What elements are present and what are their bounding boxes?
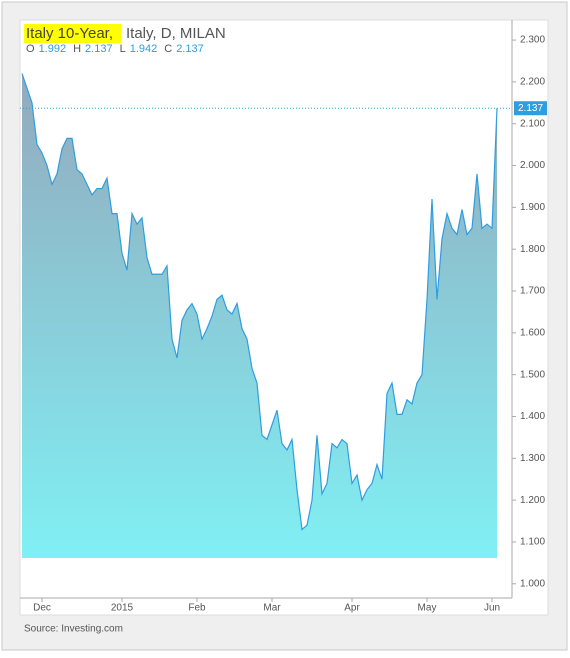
x-tick-label: Jun bbox=[484, 603, 500, 614]
ohlc-label: C bbox=[164, 43, 172, 55]
chart-title: Italy 10-Year, bbox=[26, 25, 113, 42]
y-tick-label: 2.000 bbox=[520, 160, 545, 171]
y-tick-label: 1.300 bbox=[520, 453, 545, 464]
x-tick-label: Feb bbox=[188, 603, 206, 614]
area-fill bbox=[22, 73, 497, 559]
y-tick-label: 1.700 bbox=[520, 286, 545, 297]
y-tick-label: 1.900 bbox=[520, 202, 545, 213]
last-value-tag bbox=[514, 101, 547, 116]
y-tick-label: 2.200 bbox=[520, 77, 545, 88]
x-tick-label: Apr bbox=[344, 603, 360, 614]
y-tick-label: 1.400 bbox=[520, 411, 545, 422]
series-line bbox=[21, 73, 498, 531]
y-tick-label: 1.600 bbox=[520, 327, 545, 338]
chart-subtitle: Italy, D, MILAN bbox=[126, 25, 226, 42]
y-tick-label: 1.000 bbox=[520, 578, 545, 589]
ohlc-label: L bbox=[120, 43, 126, 55]
last-value-label: 2.137 bbox=[518, 103, 543, 114]
y-tick-label: 1.100 bbox=[520, 537, 545, 548]
y-tick-label: 2.100 bbox=[520, 118, 545, 129]
source: Source: Investing.com bbox=[24, 624, 123, 635]
ohlc-value: 2.137 bbox=[176, 43, 204, 55]
title-highlight bbox=[24, 24, 121, 43]
plot bbox=[21, 73, 498, 559]
x-tick-label: Mar bbox=[263, 603, 281, 614]
x-tick-label: May bbox=[418, 603, 437, 614]
x-tick-label: Dec bbox=[33, 603, 51, 614]
y-tick-label: 1.800 bbox=[520, 244, 545, 255]
y-tick-label: 1.200 bbox=[520, 495, 545, 506]
y-tick-label: 1.500 bbox=[520, 369, 545, 380]
ohlc-label: O bbox=[26, 43, 35, 55]
ohlc-value: 2.137 bbox=[85, 43, 113, 55]
ohlc-value: 1.942 bbox=[130, 43, 158, 55]
ohlc-value: 1.992 bbox=[39, 43, 67, 55]
y-tick-label: 2.300 bbox=[520, 35, 545, 46]
x-tick-label: 2015 bbox=[111, 603, 134, 614]
ohlc-label: H bbox=[73, 43, 81, 55]
